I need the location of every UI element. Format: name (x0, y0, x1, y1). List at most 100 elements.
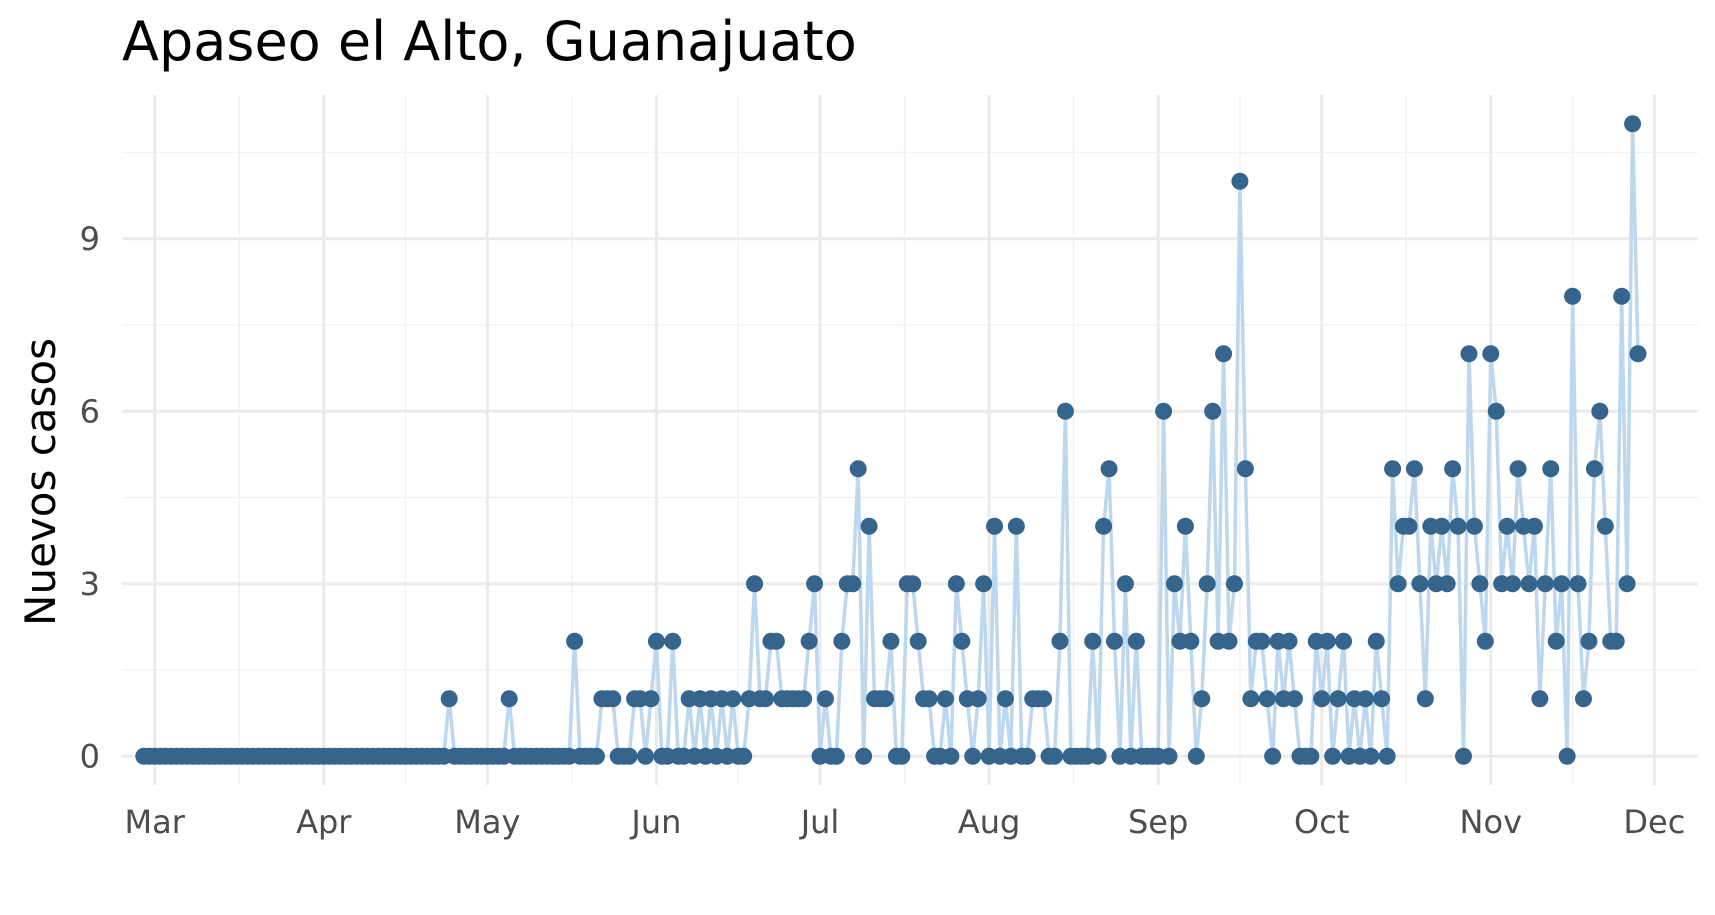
data-point (996, 690, 1014, 708)
data-point (1476, 632, 1494, 650)
y-tick-label: 0 (80, 737, 100, 775)
data-point (1509, 460, 1527, 478)
x-tick-label: Sep (1128, 803, 1188, 841)
data-point (1607, 632, 1625, 650)
data-point (500, 690, 518, 708)
data-point (1378, 747, 1396, 765)
data-point (1624, 115, 1642, 133)
data-point (942, 747, 960, 765)
data-point (1106, 632, 1123, 650)
data-point (844, 575, 862, 593)
data-point (947, 575, 965, 593)
data-point (1574, 690, 1592, 708)
data-point (975, 575, 993, 593)
data-point (1558, 747, 1576, 765)
data-point (1400, 517, 1418, 535)
y-tick-label: 9 (80, 220, 100, 258)
data-point (1498, 517, 1516, 535)
data-point (860, 517, 878, 535)
x-tick-label: Dec (1623, 803, 1685, 841)
minor-gridlines (122, 95, 1698, 785)
data-point (1596, 517, 1614, 535)
y-axis-title: Nuevos casos (16, 338, 65, 626)
data-point (1362, 747, 1380, 765)
data-point (904, 575, 922, 593)
data-point (1155, 402, 1173, 420)
data-point (1525, 517, 1543, 535)
x-tick-label: Aug (958, 803, 1020, 841)
data-point (816, 690, 834, 708)
data-point (1007, 517, 1025, 535)
y-tick-label: 6 (80, 392, 100, 430)
data-point (1542, 460, 1560, 478)
data-point (724, 690, 742, 708)
data-point (964, 747, 982, 765)
data-point (1564, 287, 1582, 305)
data-point (1225, 575, 1243, 593)
y-tick-labels: 0 3 6 9 (80, 220, 100, 776)
data-point (1046, 747, 1064, 765)
data-point (1389, 575, 1407, 593)
data-point (876, 690, 894, 708)
data-point (1460, 345, 1478, 363)
data-point (1258, 690, 1276, 708)
data-point (604, 690, 622, 708)
data-point (620, 747, 638, 765)
data-point (1187, 747, 1205, 765)
data-point (756, 690, 774, 708)
x-tick-label: May (454, 803, 520, 841)
data-point (909, 632, 927, 650)
data-point (566, 632, 584, 650)
data-point (1165, 575, 1183, 593)
data-point (795, 690, 813, 708)
x-tick-label: Jun (629, 803, 681, 841)
data-point (1204, 402, 1222, 420)
data-point (1629, 345, 1647, 363)
data-point (1242, 690, 1260, 708)
data-point (1084, 632, 1102, 650)
data-point (1335, 632, 1353, 650)
x-tick-label: Mar (125, 803, 186, 841)
data-point (767, 632, 785, 650)
data-point (1264, 747, 1282, 765)
series-line-layer (143, 122, 1640, 758)
data-point (1520, 575, 1538, 593)
data-point (969, 690, 987, 708)
data-point (664, 632, 682, 650)
data-point (1553, 575, 1571, 593)
data-point (1547, 632, 1565, 650)
x-tick-labels: Mar Apr May Jun Jul Aug Sep Oct Nov Dec (125, 803, 1686, 841)
data-point (882, 632, 900, 650)
data-point (1160, 747, 1178, 765)
x-tick-label: Oct (1294, 803, 1349, 841)
data-point (1056, 402, 1074, 420)
data-point (1471, 575, 1489, 593)
data-point (1416, 690, 1434, 708)
data-point (920, 690, 938, 708)
data-point (1215, 345, 1233, 363)
data-point (1384, 460, 1402, 478)
data-point (893, 747, 911, 765)
data-point (440, 690, 458, 708)
data-point (1455, 747, 1473, 765)
data-point (1356, 690, 1374, 708)
data-point (1018, 747, 1036, 765)
data-point (1444, 460, 1462, 478)
data-point (1220, 632, 1238, 650)
y-tick-label: 3 (80, 565, 100, 603)
data-point (1035, 690, 1053, 708)
data-point (1591, 402, 1609, 420)
data-point (746, 575, 764, 593)
data-point (1324, 747, 1342, 765)
data-point (1411, 575, 1429, 593)
data-point (827, 747, 845, 765)
chart-title: Apaseo el Alto, Guanajuato (122, 10, 857, 73)
data-point (1318, 632, 1336, 650)
data-point (1504, 575, 1522, 593)
data-point (806, 575, 824, 593)
data-point (936, 690, 954, 708)
data-point (1198, 575, 1216, 593)
data-point (587, 747, 605, 765)
series-line (143, 122, 1640, 758)
data-point (1482, 345, 1500, 363)
